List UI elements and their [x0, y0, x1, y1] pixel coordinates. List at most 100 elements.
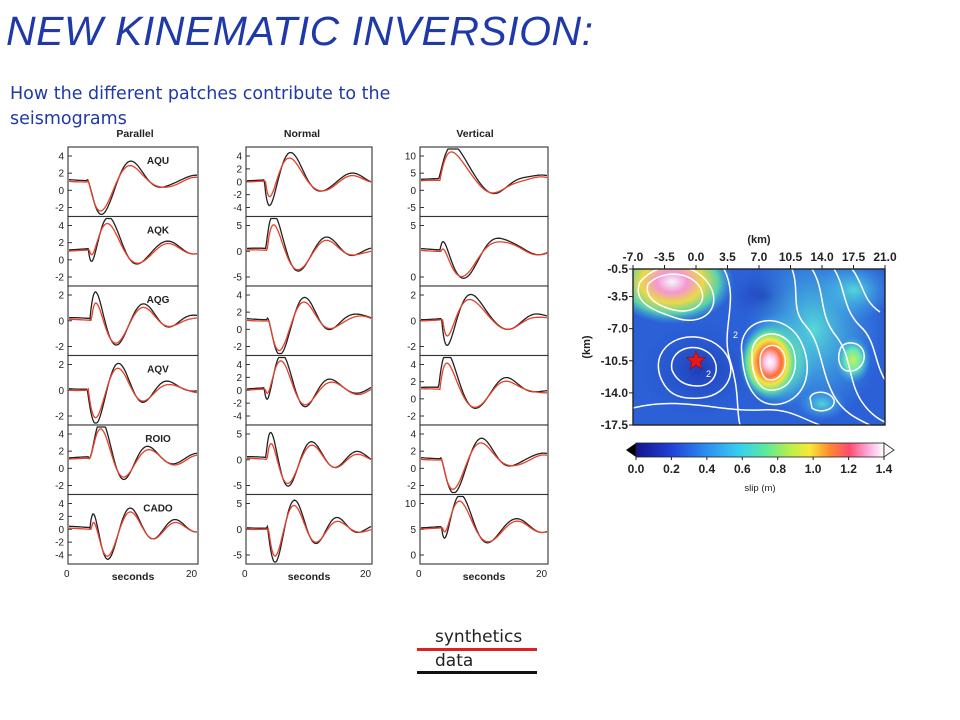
y-tick-label: -2: [55, 538, 64, 549]
panel-normal-aqv: 4 2 0 -2 -4: [233, 354, 373, 426]
y-tick-label: -0.5: [607, 262, 628, 276]
x-tick-label: 7.0: [751, 250, 768, 264]
y-tick-label: -5: [233, 273, 242, 284]
x-axis-label: seconds: [463, 571, 506, 583]
series-synthetics-trace: [247, 442, 372, 485]
y-tick-label: -5: [233, 481, 242, 492]
y-tick-label: 4: [58, 221, 64, 232]
panel-normal-aqk: 5 0 -5: [233, 215, 373, 287]
panel-parallel-aqg: 2 0 -2 AQG: [55, 285, 199, 357]
station-label-aqv: AQV: [147, 365, 169, 376]
series-data-trace: [420, 148, 548, 195]
colorbar-max-arrow: [883, 442, 895, 458]
panel-vertical-aqk: 50: [410, 215, 549, 287]
x-axis-label: seconds: [288, 571, 331, 583]
series-synthetics-trace: [68, 428, 198, 478]
y-tick-label: 2: [410, 291, 416, 302]
panel-parallel-cado: 4 2 0 -2 -4 CADO: [55, 493, 199, 565]
y-tick-label: 2: [58, 238, 64, 249]
contour-label: 2: [733, 330, 738, 340]
high-slip-patch: [740, 324, 800, 400]
y-tick-label: -7.0: [607, 322, 628, 336]
panel-frame: [419, 493, 549, 565]
series-data-trace: [420, 495, 548, 544]
series-synthetics-trace: [421, 500, 548, 543]
y-tick-label: 5: [410, 525, 416, 536]
slip-contour: [759, 344, 786, 381]
series-synthetics-trace: [247, 224, 372, 271]
y-tick-label: 4: [58, 430, 64, 441]
panel-vertical-cado: 10 5 0: [405, 493, 549, 565]
y-tick-label: 0: [236, 325, 242, 336]
component-title-parallel: Parallel: [116, 128, 153, 140]
x-tick-label: 3.5: [719, 250, 736, 264]
y-tick-label: 0: [410, 394, 416, 405]
y-tick-label: 0: [236, 386, 242, 397]
x-tick-label-start: 0: [416, 569, 422, 580]
panel-frame: [419, 285, 549, 357]
y-tick-label: 5: [236, 221, 242, 232]
y-tick-label: 0: [236, 247, 242, 258]
x-axis-label: seconds: [112, 571, 155, 583]
series-synthetics-trace: [69, 302, 197, 344]
seismogram-panels: Parallel420-2AQU420-2AQK20-2AQG20-2AQV42…: [55, 128, 549, 583]
colorbar-tick-label: 0.4: [699, 462, 716, 476]
panel-vertical-aqg: 2 0 -2: [407, 285, 549, 357]
y-tick-label: 0: [58, 186, 64, 197]
panel-parallel-aqv: 2 0 -2 AQV: [55, 354, 199, 426]
y-tick-label: 10: [405, 499, 417, 510]
slip-contour: [809, 391, 835, 412]
x-tick-label-end: 20: [360, 569, 372, 580]
component-title-normal: Normal: [284, 128, 320, 140]
y-tick-label: 0: [58, 386, 64, 397]
series-data-trace: [68, 362, 198, 424]
y-tick-label: 4: [236, 152, 242, 163]
panel-frame: [245, 424, 373, 496]
y-tick-label: -2: [233, 342, 242, 353]
colorbar-tick-label: 0.2: [663, 462, 680, 476]
colorbar-tick-label: 1.4: [876, 462, 893, 476]
y-tick-label: 4: [410, 360, 416, 371]
y-tick-label: 2: [58, 447, 64, 458]
y-tick-label: -2: [55, 481, 64, 492]
series-synthetics-trace: [421, 442, 548, 490]
panel-vertical-roio: 4 2 0 -2: [407, 424, 549, 496]
series-data-trace: [247, 431, 372, 487]
colorbar-tick-label: 1.2: [840, 462, 857, 476]
slip-contour: [670, 346, 717, 387]
y-tick-label: 4: [236, 291, 242, 302]
series-data-trace: [69, 217, 198, 265]
component-column-parallel: Parallel420-2AQU420-2AQK20-2AQG20-2AQV42…: [55, 128, 199, 583]
series-synthetics-trace: [421, 151, 548, 194]
hypocenter-star-icon: [685, 349, 707, 370]
colorbar-tick-label: 0.8: [769, 462, 786, 476]
y-tick-label: 5: [410, 221, 416, 232]
y-tick-label: -4: [233, 412, 242, 423]
colorbar: [635, 442, 885, 458]
colorbar-tick-label: 0.6: [734, 462, 751, 476]
y-tick-label: 2: [58, 169, 64, 180]
series-synthetics-trace: [247, 301, 372, 352]
y-tick-label: -2: [407, 481, 416, 492]
y-tick-label: 5: [410, 169, 416, 180]
y-tick-label: 2: [236, 308, 242, 319]
series-synthetics-trace: [68, 222, 198, 264]
series-data-trace: [69, 507, 197, 560]
y-tick-label: -2: [407, 342, 416, 353]
y-tick-label: 2: [58, 291, 64, 302]
y-tick-label: 2: [58, 512, 64, 523]
colorbar-tick-label: 1.0: [805, 462, 822, 476]
panel-frame: [419, 146, 549, 218]
panel-frame: [67, 215, 199, 287]
x-tick-label-end: 20: [536, 569, 548, 580]
series-synthetics-trace: [68, 511, 198, 557]
y-tick-label: -14.0: [601, 386, 629, 400]
contour-label: 2: [706, 369, 711, 379]
y-tick-label: 0: [58, 316, 64, 327]
y-tick-label: 0: [58, 525, 64, 536]
legend-data-label: data: [435, 651, 474, 671]
x-tick-label-start: 0: [242, 569, 248, 580]
